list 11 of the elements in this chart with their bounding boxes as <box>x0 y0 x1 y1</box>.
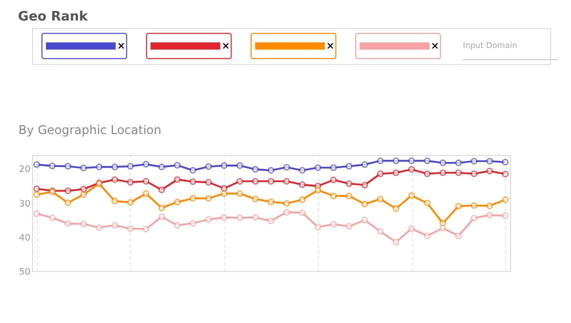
y-tick-label: 30 <box>19 199 31 210</box>
chart-subtitle: By Geographic Location <box>18 123 162 137</box>
text: × <box>326 41 335 52</box>
text: × <box>430 41 440 52</box>
text: × <box>116 41 126 52</box>
chart-title: Geo Rank <box>18 10 88 24</box>
y-tick-label: 40 <box>19 233 31 244</box>
text: × <box>222 41 230 52</box>
y-tick-label: 20 <box>19 165 31 176</box>
y-tick-label: 50 <box>19 268 31 278</box>
text: Input Domain <box>462 41 518 50</box>
